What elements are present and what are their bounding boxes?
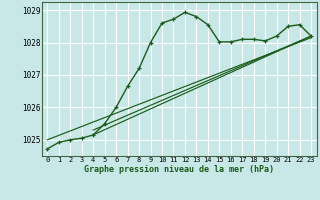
X-axis label: Graphe pression niveau de la mer (hPa): Graphe pression niveau de la mer (hPa) <box>84 165 274 174</box>
